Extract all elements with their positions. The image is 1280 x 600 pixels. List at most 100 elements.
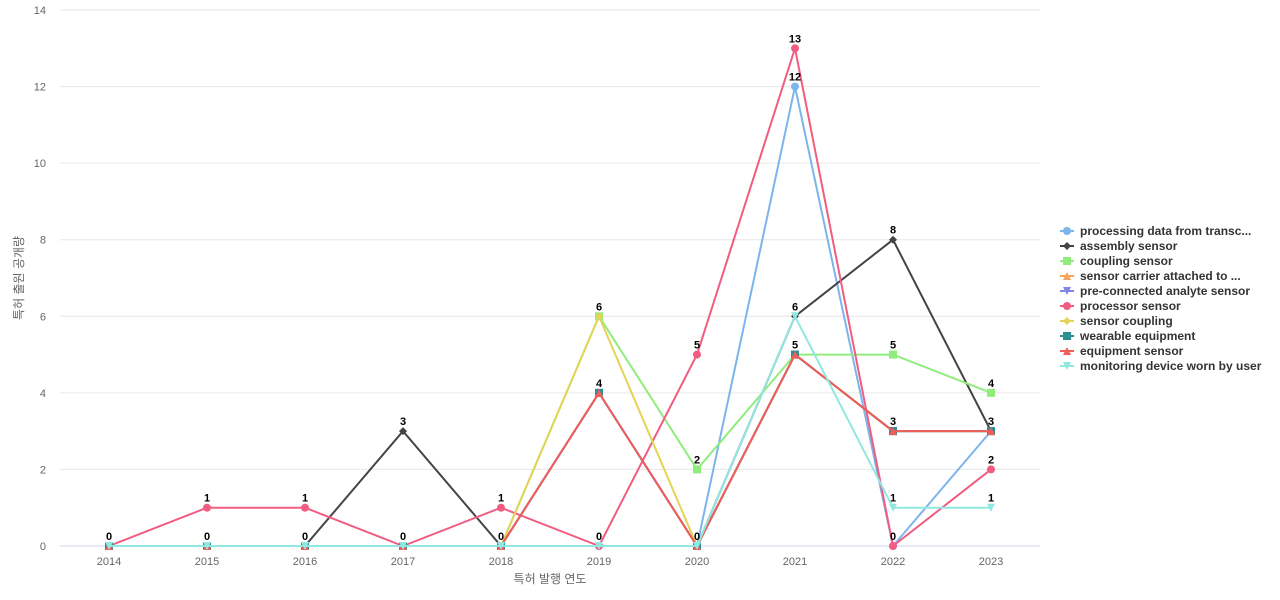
legend-label: sensor carrier attached to ...: [1080, 269, 1241, 283]
legend-marker[interactable]: [1063, 287, 1071, 295]
legend-label: sensor coupling: [1080, 314, 1173, 328]
legend-marker[interactable]: [1063, 227, 1071, 235]
legend-label: pre-connected analyte sensor: [1080, 284, 1250, 298]
legend-label: processing data from transc...: [1080, 224, 1251, 238]
x-tick-label: 2022: [881, 556, 905, 568]
data-point[interactable]: [595, 542, 603, 550]
data-label: 1: [890, 493, 896, 505]
legend-item[interactable]: equipment sensor: [1060, 344, 1184, 358]
data-label: 5: [792, 340, 798, 352]
legend-label: processor sensor: [1080, 299, 1181, 313]
y-tick-label: 4: [40, 388, 46, 400]
data-label: 6: [596, 301, 602, 313]
data-point[interactable]: [595, 388, 603, 397]
data-point[interactable]: [791, 312, 799, 321]
data-point[interactable]: [693, 465, 701, 474]
data-point[interactable]: [497, 542, 505, 550]
data-point[interactable]: [399, 542, 407, 550]
data-point[interactable]: [889, 350, 897, 359]
x-tick-label: 2015: [195, 556, 219, 568]
data-label: 13: [789, 33, 801, 45]
data-point[interactable]: [987, 503, 995, 512]
legend-item[interactable]: sensor coupling: [1060, 314, 1173, 328]
x-axis-ticks: 2014 2015 2016 2017 2018 2019 2020 2021 2022 2023: [97, 556, 1003, 568]
data-label: 0: [694, 531, 700, 543]
data-point[interactable]: [987, 388, 995, 397]
data-label: 6: [792, 301, 798, 313]
data-point[interactable]: [301, 503, 309, 512]
legend-marker[interactable]: [1063, 332, 1071, 340]
data-point[interactable]: [693, 350, 701, 359]
legend-label: equipment sensor: [1080, 344, 1184, 358]
legend-label: wearable equipment: [1079, 329, 1195, 343]
legend-item[interactable]: processor sensor: [1060, 299, 1181, 313]
data-label: 1: [204, 493, 210, 505]
data-point[interactable]: [791, 350, 799, 359]
legend-marker[interactable]: [1063, 347, 1071, 355]
data-label: 0: [400, 531, 406, 543]
x-tick-label: 2023: [979, 556, 1003, 568]
legend-label: assembly sensor: [1080, 239, 1178, 253]
data-label: 0: [106, 531, 112, 543]
data-point[interactable]: [399, 427, 407, 436]
data-point[interactable]: [987, 465, 995, 474]
data-point[interactable]: [889, 235, 897, 244]
data-point[interactable]: [301, 542, 309, 550]
legend-marker[interactable]: [1063, 302, 1071, 310]
legend-marker[interactable]: [1063, 317, 1071, 325]
data-point[interactable]: [693, 542, 701, 550]
legend-marker[interactable]: [1063, 242, 1071, 250]
data-label: 2: [694, 454, 700, 466]
data-label: 3: [988, 416, 994, 428]
data-label: 0: [596, 531, 602, 543]
data-label: 1: [988, 493, 994, 505]
legend-item[interactable]: sensor carrier attached to ...: [1060, 269, 1241, 283]
data-label: 12: [789, 72, 801, 84]
series-line[interactable]: [108, 47, 992, 547]
legend: processing data from transc...assembly s…: [1060, 224, 1262, 373]
data-point[interactable]: [203, 542, 211, 550]
data-point[interactable]: [791, 44, 799, 53]
grid-lines: [60, 9, 1040, 547]
data-point[interactable]: [987, 427, 995, 436]
legend-label: monitoring device worn by user: [1080, 359, 1262, 373]
x-tick-label: 2017: [391, 556, 415, 568]
legend-item[interactable]: coupling sensor: [1060, 254, 1173, 268]
data-point[interactable]: [497, 503, 505, 512]
data-labels: 0 1 0 1 0 3 0 1 0 6 4 0 5 2 0 13 12 6 5 8 5 3 1 0 4 3 2 1: [106, 33, 995, 543]
data-point[interactable]: [889, 427, 897, 436]
data-point[interactable]: [105, 542, 113, 550]
y-tick-label: 0: [40, 541, 46, 553]
data-point[interactable]: [889, 542, 897, 550]
x-tick-label: 2016: [293, 556, 317, 568]
y-tick-label: 14: [34, 5, 46, 17]
data-label: 4: [596, 378, 603, 390]
y-axis-ticks: 0 2 4 6 8 10 12 14: [34, 5, 46, 553]
x-tick-label: 2021: [783, 556, 807, 568]
data-point[interactable]: [595, 312, 603, 321]
legend-label: coupling sensor: [1080, 254, 1173, 268]
data-label: 8: [890, 225, 896, 237]
data-label: 1: [498, 493, 504, 505]
data-label: 0: [302, 531, 308, 543]
series-line[interactable]: [109, 315, 991, 547]
x-tick-label: 2014: [97, 556, 121, 568]
legend-item[interactable]: processing data from transc...: [1060, 224, 1251, 238]
x-tick-label: 2018: [489, 556, 513, 568]
legend-item[interactable]: pre-connected analyte sensor: [1060, 284, 1250, 298]
data-label: 4: [988, 378, 995, 390]
legend-marker[interactable]: [1063, 362, 1071, 370]
legend-marker[interactable]: [1063, 257, 1071, 265]
legend-item[interactable]: wearable equipment: [1060, 329, 1195, 343]
legend-item[interactable]: assembly sensor: [1060, 239, 1178, 253]
legend-item[interactable]: monitoring device worn by user: [1060, 359, 1262, 373]
series-line[interactable]: [109, 315, 991, 547]
x-axis-title: 특허 발행 연도: [514, 571, 587, 586]
legend-marker[interactable]: [1063, 272, 1071, 280]
data-point[interactable]: [203, 503, 211, 512]
data-point[interactable]: [889, 503, 897, 512]
data-point[interactable]: [791, 82, 799, 91]
y-tick-label: 12: [34, 82, 46, 94]
data-label: 3: [890, 416, 896, 428]
